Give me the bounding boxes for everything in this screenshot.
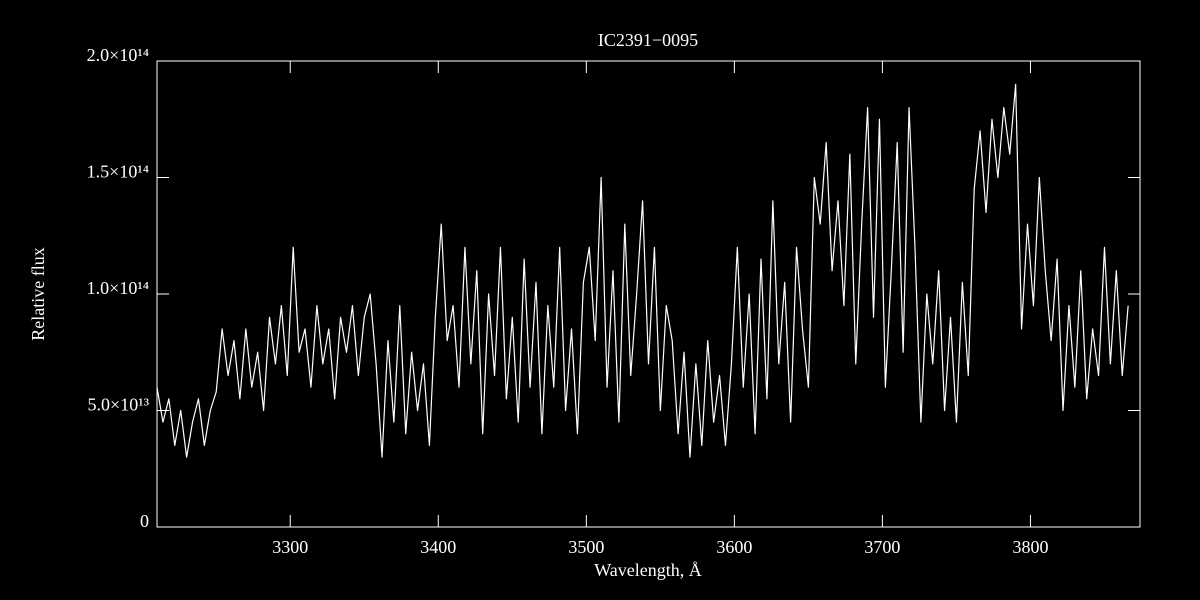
- x-tick-label: 3800: [1012, 537, 1048, 557]
- x-tick-label: 3700: [864, 537, 900, 557]
- x-axis-label: Wavelength, Å: [594, 560, 702, 580]
- y-tick-label: 2.0×10¹⁴: [87, 45, 149, 65]
- y-tick-label: 1.0×10¹⁴: [87, 278, 149, 298]
- y-tick-label: 1.5×10¹⁴: [87, 162, 149, 182]
- x-tick-label: 3400: [420, 537, 456, 557]
- chart-title: IC2391−0095: [598, 30, 698, 50]
- spectrum-line: [156, 83, 1129, 458]
- x-tick-label: 3600: [716, 537, 752, 557]
- y-tick-label: 0: [140, 511, 149, 531]
- x-tick-label: 3500: [568, 537, 604, 557]
- x-tick-label: 3300: [272, 537, 308, 557]
- y-tick-label: 5.0×10¹³: [88, 395, 150, 415]
- y-axis-label: Relative flux: [28, 247, 48, 340]
